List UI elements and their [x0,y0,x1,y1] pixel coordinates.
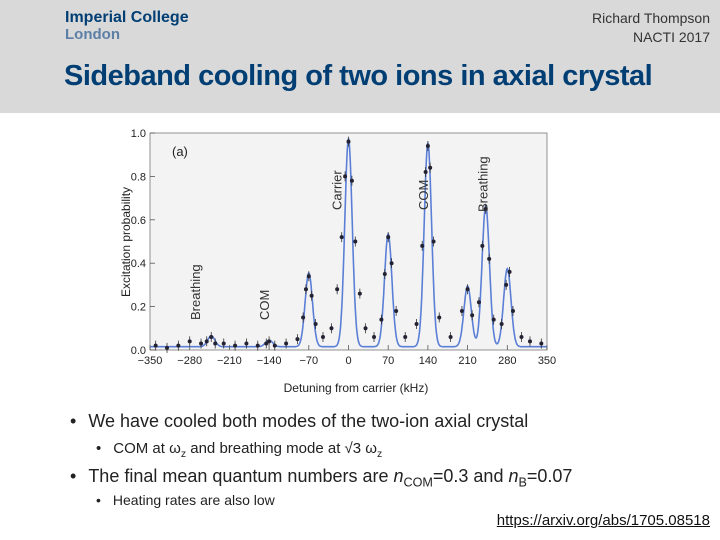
x-tick-label: 140 [419,355,437,367]
data-point [303,287,308,292]
data-point [504,282,509,287]
peak-annotation: COM [416,180,431,210]
x-tick-label: −350 [138,355,163,367]
x-tick-label: 350 [538,355,556,367]
data-point [428,165,433,170]
y-tick-label: 0.8 [131,171,146,183]
data-point [379,317,384,322]
data-point [394,308,399,313]
y-tick-label: 0.2 [131,302,146,314]
data-point [349,178,354,183]
data-point [165,345,170,350]
data-point [213,341,218,346]
data-point [284,341,289,346]
data-point [329,326,334,331]
data-point [382,272,387,277]
arxiv-link[interactable]: https://arxiv.org/abs/1705.08518 [496,512,710,529]
data-point [539,341,544,346]
data-point [389,261,394,266]
y-tick-label: 0.6 [131,215,146,227]
peak-annotation: Breathing [188,264,203,320]
data-point [295,337,300,342]
data-point [448,334,453,339]
logo-line1: Imperial College [65,9,189,26]
peak-annotation: COM [257,290,272,320]
x-tick-label: −210 [217,355,242,367]
data-point [176,343,181,348]
peak-annotation: Breathing [475,156,490,212]
data-point [372,334,377,339]
data-point [153,343,158,348]
data-point [313,321,318,326]
data-point [403,334,408,339]
header-bar [0,0,720,113]
x-tick-label: −70 [299,355,318,367]
slide-title: Sideband cooling of two ions in axial cr… [64,60,653,92]
x-tick-label: −140 [257,355,282,367]
x-tick-label: 70 [382,355,394,367]
data-point [264,341,269,346]
data-point [420,243,425,248]
data-point [483,206,488,211]
data-point [244,341,249,346]
data-point [386,235,391,240]
y-tick-label: 0.0 [131,345,146,357]
data-point [353,239,358,244]
data-point [465,287,470,292]
data-point [339,235,344,240]
y-tick-label: 1.0 [131,128,146,140]
data-point [519,334,524,339]
data-point [301,315,306,320]
x-tick-label: 210 [458,355,476,367]
y-tick-label: 0.4 [131,258,146,270]
data-point [335,287,340,292]
data-point [470,313,475,318]
data-point [437,315,442,320]
data-point [491,317,496,322]
data-point [476,300,481,305]
data-point [487,256,492,261]
data-point [320,334,325,339]
data-point [459,308,464,313]
plot-area [149,132,548,351]
x-axis-label: Detuning from carrier (kHz) [284,381,429,395]
data-point [423,170,428,175]
data-point [233,343,238,348]
imperial-college-logo: Imperial College London [65,9,189,43]
data-point [267,339,272,344]
author-block: Richard Thompson NACTI 2017 [592,9,710,47]
data-point [255,343,260,348]
data-point [363,326,368,331]
data-point [221,341,226,346]
x-tick-label: 0 [345,355,351,367]
peak-annotation: Carrier [330,170,345,210]
data-point [272,343,277,348]
data-point [187,339,192,344]
data-point [431,239,436,244]
data-point [309,293,314,298]
data-point [499,321,504,326]
x-tick-label: −280 [177,355,202,367]
conference-name: NACTI 2017 [632,29,710,45]
data-point [204,339,209,344]
data-point [346,139,351,144]
y-axis-label: Excitation probability [119,187,133,297]
data-point [209,334,214,339]
data-point [510,308,515,313]
data-point [414,321,419,326]
data-point [480,243,485,248]
logo-line2: London [65,26,120,43]
x-tick-label: 280 [498,355,516,367]
data-point [306,274,311,279]
panel-label: (a) [172,144,188,159]
data-point [507,269,512,274]
data-point [425,144,430,149]
author-name: Richard Thompson [591,10,710,26]
data-point [199,341,204,346]
data-point [343,174,348,179]
data-point [527,339,532,344]
data-point [357,291,362,296]
